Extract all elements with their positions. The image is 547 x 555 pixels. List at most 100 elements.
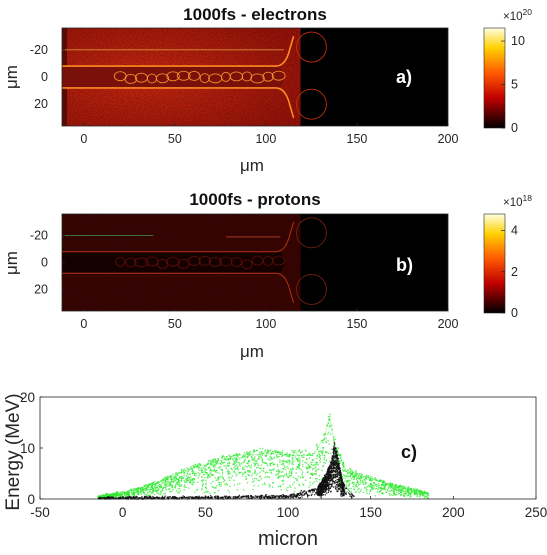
- green-point: [128, 491, 130, 494]
- panel-b-colorbar-ticks: 0 2 4: [501, 224, 518, 320]
- green-point: [282, 467, 284, 470]
- y-tick-label: 20: [34, 282, 48, 296]
- green-point: [288, 463, 291, 465]
- green-point: [301, 456, 304, 458]
- green-point: [252, 488, 254, 491]
- green-point: [242, 489, 245, 491]
- black-point: [333, 452, 336, 454]
- green-point: [293, 451, 296, 454]
- green-point: [106, 493, 108, 495]
- green-point: [264, 476, 266, 478]
- black-point: [333, 441, 336, 444]
- x-tick-label: 50: [168, 132, 182, 146]
- green-point: [174, 480, 177, 482]
- green-point: [161, 489, 163, 491]
- green-point: [214, 487, 217, 489]
- green-point: [191, 470, 194, 473]
- black-point: [331, 484, 333, 487]
- green-point: [403, 493, 405, 495]
- green-point: [244, 459, 246, 461]
- expansion-bubble-bottom: [295, 88, 327, 120]
- green-point: [353, 483, 355, 486]
- black-point: [329, 461, 332, 464]
- black-point: [339, 488, 341, 491]
- channel-bead: [134, 257, 149, 268]
- green-point: [165, 481, 167, 483]
- green-point: [164, 492, 167, 495]
- green-point: [254, 456, 256, 458]
- black-point: [334, 479, 337, 482]
- green-point: [251, 481, 254, 483]
- green-point: [314, 478, 317, 480]
- black-point: [336, 454, 339, 457]
- green-point: [403, 491, 405, 493]
- green-point: [167, 488, 170, 490]
- green-point: [392, 494, 394, 497]
- green-point: [401, 484, 403, 487]
- green-point: [121, 494, 123, 497]
- green-point: [272, 450, 275, 453]
- black-point: [343, 492, 345, 494]
- green-point: [205, 469, 208, 471]
- black-point: [334, 464, 336, 466]
- colorbar-tick-label: 5: [511, 78, 518, 92]
- green-point: [309, 481, 311, 483]
- black-point: [333, 453, 335, 456]
- x-tick-label: 0: [119, 505, 127, 520]
- green-point: [251, 456, 253, 459]
- green-point: [161, 482, 164, 484]
- green-point: [253, 465, 256, 467]
- green-point: [188, 480, 190, 482]
- green-point: [279, 461, 281, 464]
- green-point: [299, 458, 301, 460]
- green-point: [165, 485, 167, 487]
- green-point: [364, 481, 367, 483]
- green-point: [140, 493, 143, 495]
- green-point: [323, 434, 325, 436]
- green-point: [184, 481, 186, 483]
- black-point: [282, 493, 284, 496]
- black-point: [296, 493, 299, 496]
- green-point: [304, 461, 306, 463]
- x-tick-label: 50: [168, 317, 182, 331]
- green-point: [161, 485, 163, 488]
- green-point: [253, 471, 256, 474]
- green-point: [236, 465, 238, 467]
- green-point: [255, 474, 258, 476]
- black-point: [292, 497, 295, 499]
- green-point: [320, 450, 323, 453]
- green-point: [389, 485, 391, 487]
- green-point: [312, 473, 314, 475]
- green-point: [282, 475, 284, 477]
- green-point: [154, 489, 157, 492]
- colorbar-tick-label: 10: [511, 34, 525, 48]
- green-point: [328, 443, 330, 445]
- green-point: [366, 478, 368, 480]
- channel-bead: [208, 257, 222, 268]
- green-point: [170, 478, 173, 480]
- panel-a-heatmap: [62, 28, 327, 126]
- green-point: [159, 485, 161, 488]
- green-point: [316, 462, 319, 464]
- green-point: [138, 490, 140, 493]
- green-point: [266, 475, 268, 478]
- green-point: [420, 493, 422, 496]
- green-point: [140, 491, 142, 494]
- green-point: [176, 481, 178, 484]
- green-point: [360, 489, 362, 491]
- green-point: [248, 459, 251, 462]
- green-point: [325, 451, 327, 454]
- green-point: [299, 462, 301, 464]
- green-point: [174, 487, 176, 489]
- green-point: [157, 485, 160, 487]
- green-point: [123, 492, 126, 495]
- green-point: [394, 483, 397, 486]
- green-point: [225, 482, 227, 485]
- black-point: [322, 494, 325, 496]
- green-point: [293, 490, 296, 493]
- black-point: [315, 491, 317, 494]
- black-point: [328, 490, 330, 492]
- green-point: [375, 485, 378, 487]
- green-point: [322, 464, 325, 467]
- black-point: [277, 496, 280, 499]
